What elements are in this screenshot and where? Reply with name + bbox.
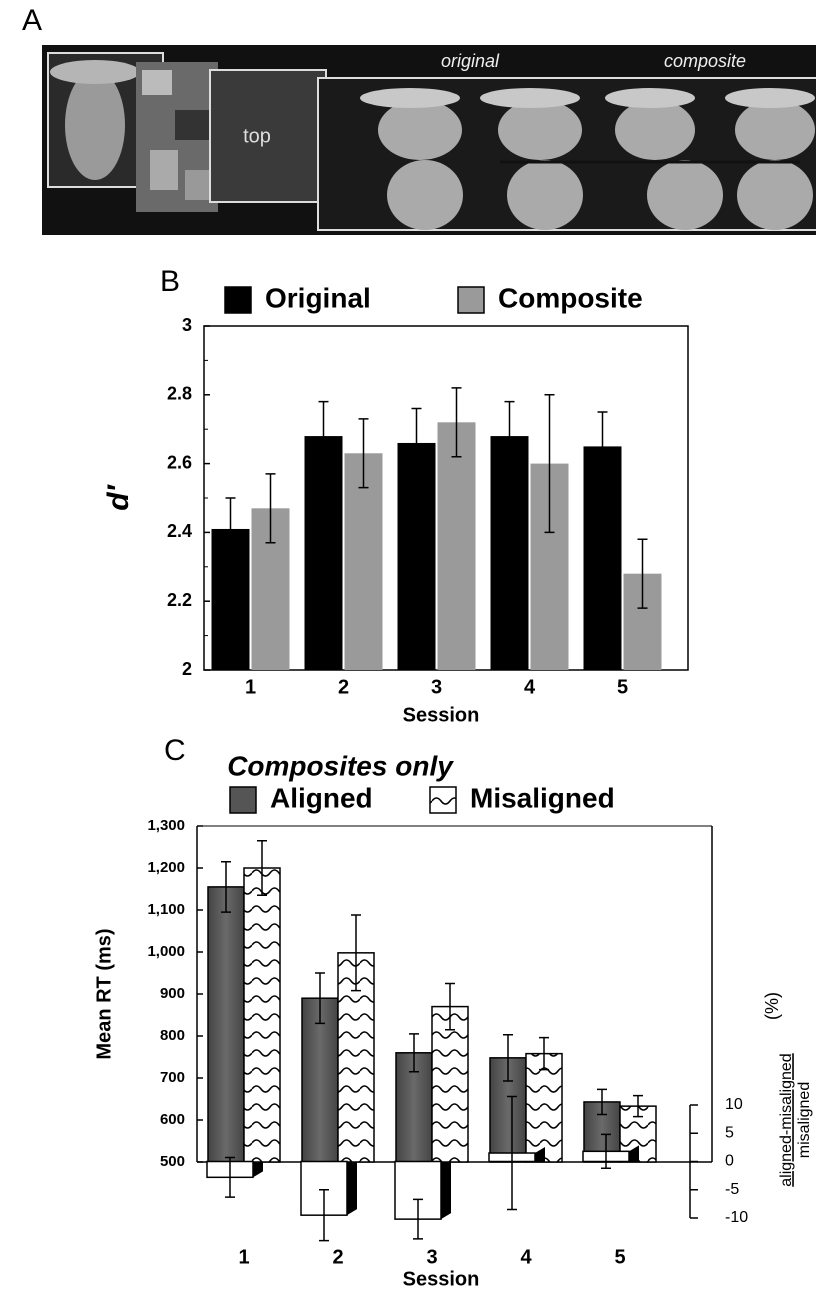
- bar: [397, 442, 436, 670]
- bar: [525, 1052, 563, 1163]
- error-bar: [409, 1033, 419, 1073]
- panel-label: A: [22, 4, 42, 37]
- error-bar: [318, 400, 329, 472]
- bar: [583, 446, 622, 670]
- y2-label-unit: (%): [762, 992, 782, 1020]
- y-tick-label: 900: [160, 985, 185, 1002]
- legend-label: Composite: [498, 282, 643, 313]
- x-tick-label: 1: [238, 1246, 249, 1268]
- error-bar: [411, 407, 422, 479]
- y2-axis-label: aligned-misaligned misaligned (%): [762, 992, 813, 1187]
- y-tick-label: 1,000: [147, 943, 185, 960]
- error-bar: [225, 1156, 235, 1198]
- error-bar: [315, 972, 325, 1025]
- panel-label: C: [164, 734, 186, 767]
- y-tick-label: 2: [182, 659, 192, 679]
- y-tick-label: 500: [160, 1153, 185, 1170]
- error-bar: [539, 1036, 549, 1071]
- y-tick-label: 600: [160, 1111, 185, 1128]
- y-axis-label: Mean RT (ms): [93, 928, 115, 1059]
- difference-bar-side: [441, 1161, 451, 1220]
- difference-bar-side: [629, 1145, 639, 1162]
- y-tick-label: 800: [160, 1027, 185, 1044]
- y2-tick-label: -10: [725, 1209, 748, 1226]
- y-tick-label: 2.8: [167, 384, 192, 404]
- legend-swatch: [229, 786, 257, 814]
- bar: [344, 453, 383, 670]
- panel-label: B: [160, 265, 180, 298]
- legend-label: Misaligned: [470, 782, 615, 813]
- y-axis-label: d′: [102, 483, 135, 510]
- y-tick-label: 2.4: [167, 521, 192, 541]
- legend-swatch: [224, 286, 252, 314]
- error-bar: [504, 400, 515, 472]
- chart-title: Composites only: [227, 750, 454, 781]
- caption: original: [441, 51, 500, 71]
- error-bar: [544, 394, 555, 534]
- x-tick-label: 3: [426, 1246, 437, 1268]
- error-bar: [633, 1094, 643, 1118]
- y-tick-label: 2.6: [167, 452, 192, 472]
- error-bar: [265, 473, 276, 544]
- y2-tick-label: -5: [725, 1181, 739, 1198]
- x-tick-label: 2: [332, 1246, 343, 1268]
- y2-tick-label: 5: [725, 1124, 734, 1141]
- x-tick-label: 3: [431, 676, 442, 698]
- bar: [304, 436, 343, 670]
- error-bar: [503, 1033, 513, 1082]
- y-tick-label: 1,200: [147, 859, 185, 876]
- x-tick-label: 5: [614, 1246, 625, 1268]
- error-bar: [351, 914, 361, 992]
- y-tick-label: 2.2: [167, 590, 192, 610]
- legend-swatch: [457, 286, 485, 314]
- x-axis-label: Session: [403, 1268, 480, 1290]
- y2-label-numerator: aligned-misaligned: [778, 1053, 795, 1186]
- x-tick-label: 5: [617, 676, 628, 698]
- x-tick-label: 1: [245, 676, 256, 698]
- error-bar: [225, 497, 236, 561]
- error-bar: [597, 411, 608, 482]
- legend-label: Original: [265, 282, 371, 313]
- difference-bar-side: [253, 1161, 263, 1178]
- y2-tick-label: 0: [725, 1153, 734, 1170]
- y-tick-label: 3: [182, 315, 192, 335]
- error-bar: [319, 1189, 329, 1242]
- error-bar: [413, 1198, 423, 1240]
- error-bar: [445, 982, 455, 1031]
- difference-bar-side: [347, 1161, 357, 1216]
- bar: [243, 867, 281, 1163]
- legend-label: Aligned: [270, 782, 373, 813]
- x-tick-label: 4: [520, 1246, 532, 1268]
- frame-label: top: [243, 125, 271, 147]
- y-tick-label: 1,300: [147, 817, 185, 834]
- error-bar: [637, 538, 648, 609]
- error-bar: [601, 1133, 611, 1170]
- error-bar: [221, 860, 231, 913]
- caption: composite: [664, 51, 746, 71]
- x-axis-label: Session: [403, 704, 480, 726]
- x-tick-label: 2: [338, 676, 349, 698]
- y-tick-label: 700: [160, 1069, 185, 1086]
- difference-bar-side: [535, 1147, 545, 1162]
- error-bar: [597, 1088, 607, 1116]
- error-bar: [507, 1095, 517, 1211]
- error-bar: [358, 418, 369, 489]
- x-tick-label: 4: [524, 676, 536, 698]
- bar: [207, 886, 245, 1163]
- bar: [490, 436, 529, 670]
- error-bar: [257, 839, 267, 897]
- y2-tick-label: 10: [725, 1096, 743, 1113]
- stimulus-strip: top: [42, 45, 816, 235]
- y2-label-denominator: misaligned: [796, 1082, 813, 1158]
- y-tick-label: 1,100: [147, 901, 185, 918]
- bar: [437, 422, 476, 670]
- legend-swatch: [429, 786, 457, 814]
- error-bar: [451, 387, 462, 458]
